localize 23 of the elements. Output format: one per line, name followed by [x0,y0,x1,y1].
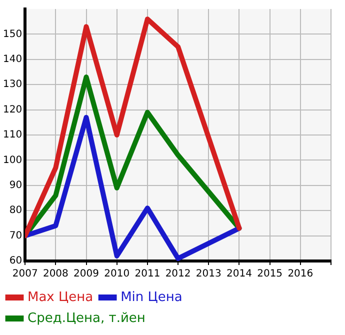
y-tick-label: 60 [9,256,22,267]
x-tick-label: 2010 [104,268,130,280]
x-tick-label: 2013 [196,268,222,280]
x-tick-label: 2009 [74,268,99,280]
legend-label: Сред.Цена, т.йен [28,310,146,326]
x-tick-label: 2016 [288,268,314,280]
y-tick-label: 90 [9,180,22,191]
y-tick-label: 80 [9,205,22,216]
x-tick-label: 2008 [42,268,68,280]
x-tick-label: 2015 [257,268,283,280]
y-tick-label: 70 [9,230,22,242]
x-tick-label: 2012 [165,268,191,280]
x-tick-label: 2011 [134,268,160,280]
x-tick-label: 2007 [12,268,38,280]
y-tick-label: 120 [2,104,22,116]
y-tick-label: 150 [2,28,22,40]
y-tick-label: 110 [2,130,22,141]
y-tick-label: 140 [2,54,22,65]
y-tick-label: 100 [2,154,22,166]
x-tick-label: 2014 [226,268,252,280]
y-tick-label: 130 [2,79,22,90]
legend-label: Max Цена [28,290,94,305]
legend-label: Min Цена [120,290,182,305]
